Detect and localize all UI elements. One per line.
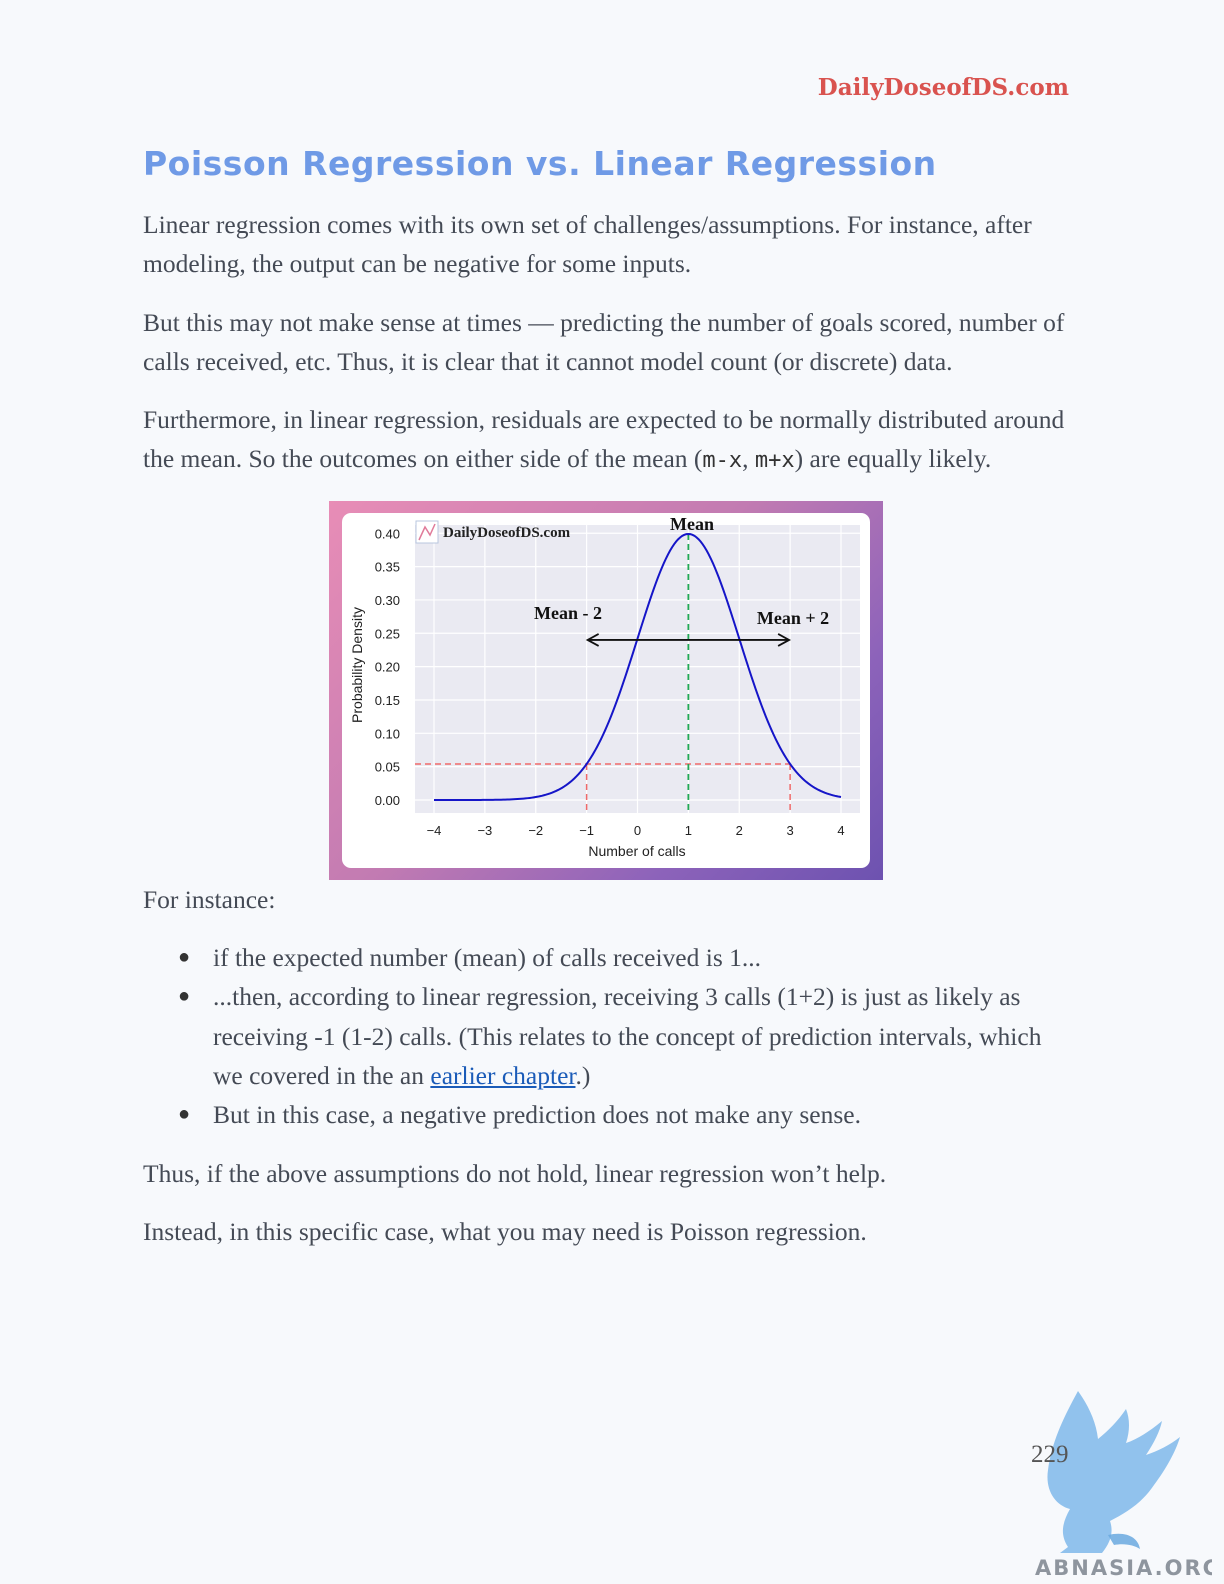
chart-logo: DailyDoseofDS.com bbox=[415, 520, 571, 544]
paragraph-1: Linear regression comes with its own set… bbox=[143, 210, 1032, 279]
page-title: Poisson Regression vs. Linear Regression bbox=[143, 144, 937, 183]
mean-label: Mean bbox=[670, 514, 714, 534]
figure-card: −4 −3 −2 −1 0 1 2 3 4 0.00 0.05 0.10 0.15 0.20 0.25 0.3… bbox=[342, 512, 870, 868]
earlier-chapter-link[interactable]: earlier chapter bbox=[430, 1060, 576, 1090]
arrow-head-left bbox=[585, 632, 600, 647]
arrow-head-right bbox=[777, 632, 792, 647]
paragraph-instead: Instead, in this specific case, what you… bbox=[143, 1216, 867, 1246]
bullet-item-3: But in this case, a negative prediction … bbox=[178, 1095, 1073, 1135]
x-tick-label: −3 bbox=[477, 823, 492, 838]
abnasia-watermark: ABNASIA.ORG bbox=[1035, 1391, 1212, 1580]
content: Linear regression comes with its own set… bbox=[143, 205, 1073, 1270]
y-tick-label: 0.40 bbox=[375, 526, 400, 541]
x-tick-label: −2 bbox=[528, 823, 543, 838]
page-number: 229 bbox=[1031, 1441, 1069, 1468]
x-tick-label: 3 bbox=[787, 823, 794, 838]
x-tick-label: −4 bbox=[427, 823, 442, 838]
site-header[interactable]: DailyDoseofDS.com bbox=[817, 74, 1069, 101]
bullet-item-1: if the expected number (mean) of calls r… bbox=[178, 938, 1073, 978]
chart-logo-icon bbox=[415, 520, 439, 544]
mean-minus-2-label: Mean - 2 bbox=[534, 603, 602, 623]
paragraph-2: But this may not make sense at times — p… bbox=[143, 307, 1065, 376]
x-tick-label: 1 bbox=[685, 823, 692, 838]
y-tick-label: 0.05 bbox=[375, 759, 400, 774]
mean-plus-2-label: Mean + 2 bbox=[757, 608, 829, 628]
y-tick-label: 0.30 bbox=[375, 593, 400, 608]
y-tick-label: 0.10 bbox=[375, 726, 400, 741]
paragraph-3-sep: , bbox=[742, 444, 755, 474]
x-axis-label: Number of calls bbox=[588, 843, 685, 859]
mean-arrows bbox=[585, 632, 792, 647]
y-tick-label: 0.00 bbox=[375, 793, 400, 808]
y-tick-label: 0.20 bbox=[375, 659, 400, 674]
paragraph-3-text-a: Furthermore, in linear regression, resid… bbox=[143, 405, 1065, 474]
bullet-item-2-text-b: .) bbox=[575, 1060, 591, 1090]
inline-code-m-plus-x: m+x bbox=[754, 448, 795, 474]
y-axis-label: Probability Density bbox=[349, 607, 365, 723]
inline-code-m-minus-x: m-x bbox=[702, 448, 743, 474]
paragraph-3-text-b: ) are equally likely. bbox=[794, 444, 992, 474]
x-tick-label: 4 bbox=[837, 823, 844, 838]
distribution-curve bbox=[434, 532, 842, 801]
bullet-item-2: ...then, according to linear regression,… bbox=[178, 977, 1073, 1095]
x-tick-label: −1 bbox=[579, 823, 594, 838]
x-tick-label: 0 bbox=[634, 823, 641, 838]
x-tick-label: 2 bbox=[736, 823, 743, 838]
paragraph-for-instance: For instance: bbox=[143, 884, 276, 914]
figure-frame: −4 −3 −2 −1 0 1 2 3 4 0.00 0.05 0.10 0.15 0.20 0.25 0.3… bbox=[329, 500, 883, 880]
chart-logo-lines bbox=[418, 523, 436, 541]
bullet-list: if the expected number (mean) of calls r… bbox=[143, 938, 1073, 1135]
y-tick-label: 0.35 bbox=[375, 559, 400, 574]
bullet-item-2-text-a: ...then, according to linear regression,… bbox=[213, 982, 1042, 1090]
grid-lines bbox=[415, 524, 860, 813]
y-tick-label: 0.15 bbox=[375, 693, 400, 708]
watermark-text: ABNASIA.ORG bbox=[1035, 1556, 1212, 1580]
griffin-wing-shape bbox=[1047, 1391, 1180, 1553]
chart-watermark: DailyDoseofDS.com bbox=[443, 525, 571, 541]
axis-ticks: −4 −3 −2 −1 0 1 2 3 4 0.00 0.05 0.10 0.15 0.20 0.25 0.3… bbox=[375, 526, 845, 838]
paragraph-3: Furthermore, in linear regression, resid… bbox=[143, 400, 1073, 481]
normal-distribution-chart: −4 −3 −2 −1 0 1 2 3 4 0.00 0.05 0.10 0.15 0.20 0.25 0.3… bbox=[349, 514, 860, 859]
reference-lines bbox=[415, 533, 791, 813]
griffin-tail-shape bbox=[1108, 1533, 1140, 1549]
y-tick-label: 0.25 bbox=[375, 626, 400, 641]
paragraph-thus: Thus, if the above assumptions do not ho… bbox=[143, 1158, 887, 1188]
